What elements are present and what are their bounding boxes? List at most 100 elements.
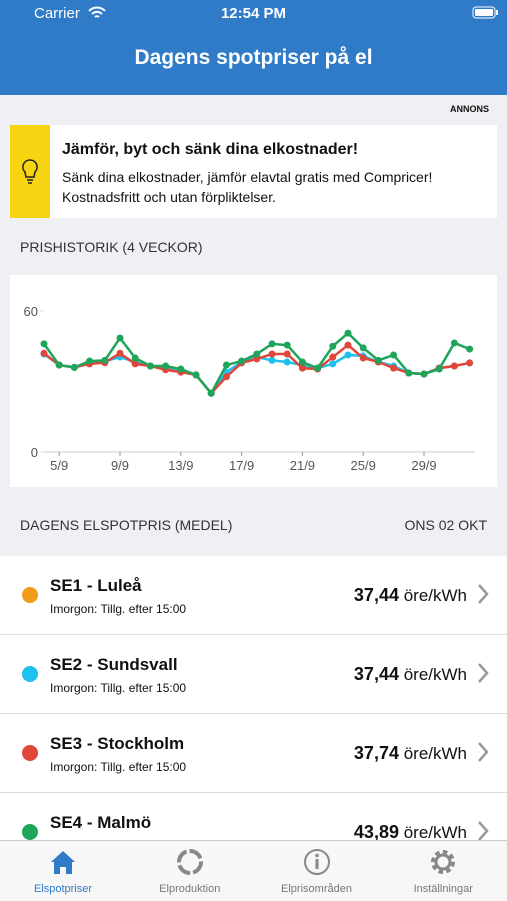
data-point [466,359,474,367]
data-point [466,345,474,353]
chevron [478,584,489,604]
y-tick-label: 0 [31,445,38,460]
ad-strip [10,125,50,218]
price-value: 37,44 [353,585,399,605]
page-title: Dagens spotpriser på el [134,46,373,69]
data-point [435,365,443,373]
data-point [329,342,337,350]
data-point [253,355,261,363]
data-point [70,363,78,371]
data-point [40,340,48,348]
tab-label: Inställningar [413,883,473,895]
data-point [238,357,246,365]
ad-text: Sänk dina elkostnader, jämför elavtal gr… [62,169,433,185]
data-point [329,360,337,368]
data-point [116,334,124,342]
x-tick-label: 13/9 [168,458,193,473]
data-point [405,369,413,377]
data-point [55,361,63,369]
chevron-path [478,584,489,604]
region-price: 37,44 öre/kWh [354,664,467,685]
tab-label: Elspotpriser [33,883,93,895]
data-point [283,341,291,349]
data-point [314,364,322,372]
icon-part [431,850,456,874]
region-name: SE1 - Luleå [50,576,142,595]
tab-bar: Elspotpriser Elproduktion Elprisområden Ins… [0,840,507,901]
data-point [344,351,352,359]
data-point [298,358,306,366]
price-unit: öre/kWh [403,744,467,763]
region-row[interactable]: SE3 - Stockholm Imorgon: Tillg. efter 15:… [0,714,507,793]
price-unit: öre/kWh [403,823,467,842]
region-dot [22,666,38,682]
icon-part [434,853,452,871]
region-dot [22,824,38,840]
section-heading: PRISHISTORIK (4 VECKOR) [20,239,203,255]
bulb-icon [22,159,38,184]
region-name: SE2 - Sundsvall [50,655,178,674]
region-subtitle: Imorgon: Tillg. efter 15:00 [50,681,187,695]
data-point [283,358,291,366]
data-point [390,351,398,359]
price-value: 37,74 [353,743,399,763]
price-value: 43,89 [353,822,399,842]
data-point [86,357,94,365]
x-tick-label: 17/9 [229,458,254,473]
data-point [253,350,261,358]
data-point [116,349,124,357]
date-label: ONS 02 OKT [404,517,487,533]
data-point [162,362,170,370]
region-price: 43,89 öre/kWh [354,822,467,843]
region-subtitle: Imorgon: Tillg. efter 15:00 [50,760,187,774]
chart-card: 0 60 5/9 9/9 13/9 17/9 21/9 25/9 29/9 [10,275,497,487]
data-point [344,341,352,349]
icon-part [51,851,75,874]
region-row[interactable]: SE2 - Sundsvall Imorgon: Tillg. efter 15:… [0,635,507,714]
icon-part [303,849,330,875]
region-row[interactable]: SE1 - Luleå Imorgon: Tillg. efter 15:00 37… [0,556,507,635]
tab-icon [303,849,330,875]
header-bar: Carrier 12:54 PM Dagens spotpriser på el [0,0,507,95]
ad-text: Kostnadsfritt och utan förpliktelser. [62,189,276,205]
y-tick-label: 60 [24,304,38,319]
data-point [374,356,382,364]
x-tick-label: 9/9 [111,458,129,473]
data-point [450,362,458,370]
ad-title: Jämför, byt och sänk dina elkostnader! [62,141,359,158]
data-point [131,360,139,368]
data-point [450,339,458,347]
data-point [329,353,337,361]
ad-label: ANNONS [449,104,489,114]
data-point [101,356,109,364]
data-point [146,362,154,370]
data-point [131,354,139,362]
region-name: SE4 - Malmö [50,813,152,832]
section-heading: DAGENS ELSPOTPRIS (MEDEL) [20,517,233,533]
data-point [283,350,291,358]
tab[interactable]: Inställningar [380,841,506,901]
price-unit: öre/kWh [403,665,467,684]
chevron-path [478,663,489,683]
tab[interactable]: Elproduktion [127,841,253,901]
x-tick-label: 21/9 [290,458,315,473]
data-point [192,371,200,379]
data-point [359,354,367,362]
chevron [478,821,489,841]
wifi-icon [88,6,106,18]
x-tick-label: 29/9 [411,458,436,473]
chevron-path [478,742,489,762]
x-tick-label: 5/9 [50,458,68,473]
region-name: SE3 - Stockholm [50,734,185,753]
tab-icon [431,850,456,874]
icon-part [314,853,319,858]
tab[interactable]: Elspotpriser [0,841,126,901]
tab[interactable]: Elprisområden [254,841,380,901]
data-point [420,370,428,378]
region-price: 37,44 öre/kWh [354,585,467,606]
tab-label: Elproduktion [159,883,221,895]
region-price: 37,74 öre/kWh [354,743,467,764]
tab-icon [176,849,203,875]
ad-card[interactable]: Jämför, byt och sänk dina elkostnader! S… [10,125,497,218]
chevron-path [478,821,489,841]
